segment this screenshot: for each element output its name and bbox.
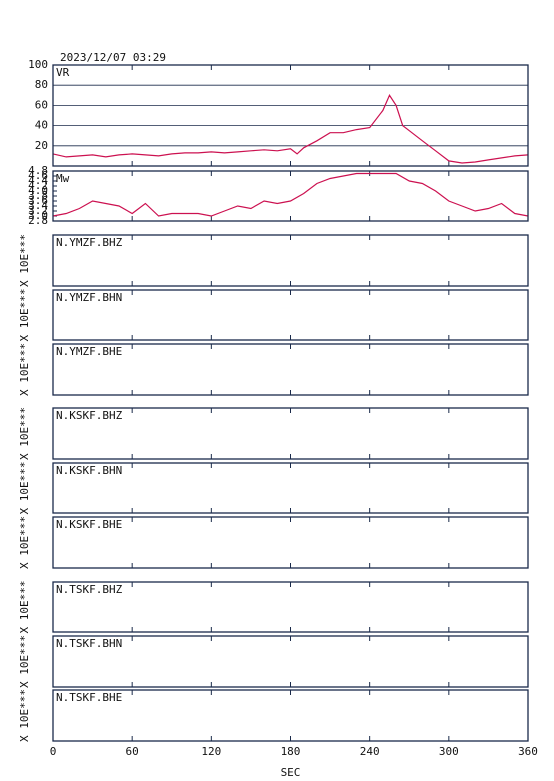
panel-label: VR bbox=[56, 66, 70, 79]
y-axis-label: X 10E*** bbox=[18, 689, 31, 742]
panel-frame bbox=[52, 407, 529, 460]
panel-label: N.TSKF.BHN bbox=[56, 637, 122, 650]
x-tick-label: 240 bbox=[360, 745, 380, 758]
y-tick-label: 20 bbox=[35, 139, 48, 152]
x-tick-label: 180 bbox=[281, 745, 301, 758]
y-tick-label: 4.8 bbox=[28, 164, 48, 177]
y-tick-label: 4.0 bbox=[28, 184, 48, 197]
timestamp-title: 2023/12/07 03:29 bbox=[60, 51, 166, 64]
y-tick-label: 4.4 bbox=[28, 174, 48, 187]
y-axis-label: X 10E*** bbox=[18, 581, 31, 634]
panel-label: N.KSKF.BHZ bbox=[56, 409, 123, 422]
panel-frame bbox=[52, 289, 529, 341]
panel-frame bbox=[52, 689, 529, 742]
y-tick-label: 3.6 bbox=[28, 194, 48, 207]
y-tick-label: 40 bbox=[35, 119, 48, 132]
panel-label: N.TSKF.BHE bbox=[56, 691, 122, 704]
y-tick-label: 80 bbox=[35, 78, 48, 91]
panel-label: N.YMZF.BHE bbox=[56, 345, 122, 358]
x-tick-label: 120 bbox=[201, 745, 221, 758]
y-tick-label: 3.0 bbox=[28, 209, 48, 222]
y-tick-label: 100 bbox=[28, 58, 48, 71]
data-line bbox=[52, 172, 529, 217]
panel-frame bbox=[52, 234, 529, 287]
x-tick-label: 360 bbox=[518, 745, 538, 758]
panel-frame bbox=[52, 516, 529, 569]
y-tick-label: 3.2 bbox=[28, 204, 48, 217]
x-tick-label: 300 bbox=[439, 745, 459, 758]
panel-label: N.KSKF.BHN bbox=[56, 464, 122, 477]
x-tick-label: 60 bbox=[126, 745, 139, 758]
y-tick-label: 2.8 bbox=[28, 214, 48, 227]
panel-frame bbox=[52, 635, 529, 688]
y-tick-label: 3.8 bbox=[28, 189, 48, 202]
data-line bbox=[52, 94, 529, 164]
y-tick-label: 4.2 bbox=[28, 179, 48, 192]
panel-label: N.YMZF.BHN bbox=[56, 291, 122, 304]
panel-frame bbox=[52, 170, 529, 222]
panel-frame bbox=[52, 581, 529, 633]
y-tick-label: 3.4 bbox=[28, 199, 48, 212]
panel-frame bbox=[52, 64, 529, 167]
y-axis-label: X 10E*** bbox=[18, 234, 31, 287]
y-axis-label: X 10E*** bbox=[18, 289, 31, 342]
y-axis-label: X 10E*** bbox=[18, 407, 31, 460]
y-tick-label: 60 bbox=[35, 98, 48, 111]
panel-frame bbox=[52, 343, 529, 396]
y-tick-label: 4.6 bbox=[28, 169, 48, 182]
panel-label: Mw bbox=[56, 172, 70, 185]
x-tick-label: 0 bbox=[50, 745, 57, 758]
panel-label: N.KSKF.BHE bbox=[56, 518, 122, 531]
y-axis-label: X 10E*** bbox=[18, 516, 31, 569]
y-axis-label: X 10E*** bbox=[18, 462, 31, 515]
y-axis-label: X 10E*** bbox=[18, 635, 31, 688]
panel-label: N.YMZF.BHZ bbox=[56, 236, 123, 249]
x-axis-label: SEC bbox=[281, 766, 301, 779]
panel-label: N.TSKF.BHZ bbox=[56, 583, 123, 596]
panel-frame bbox=[52, 462, 529, 514]
y-axis-label: X 10E*** bbox=[18, 343, 31, 396]
